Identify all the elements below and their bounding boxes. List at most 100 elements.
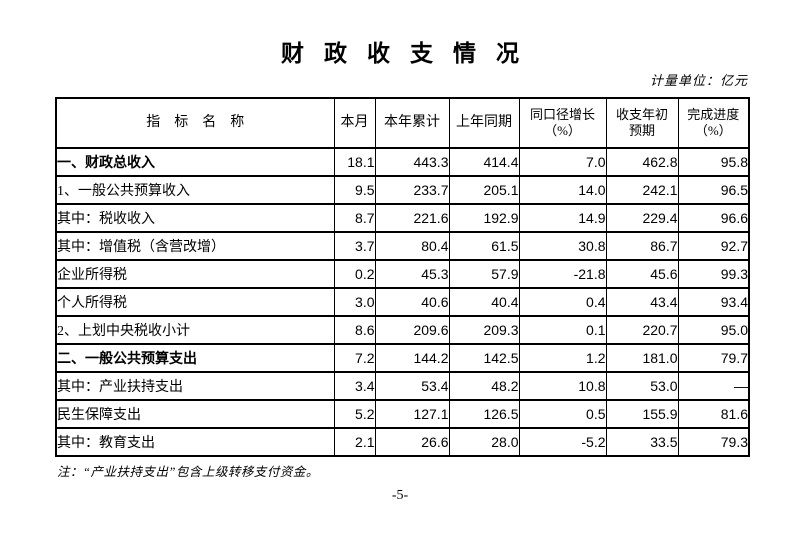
cell-value: 95.8: [677, 147, 750, 177]
cell-value: 96.6: [677, 203, 750, 233]
cell-value: 53.4: [374, 371, 450, 401]
footnote: 注：“产业扶持支出”包含上级转移支付资金。: [57, 465, 319, 479]
cell-value: 8.7: [333, 203, 376, 233]
cell-value: 2.1: [333, 427, 376, 457]
cell-value: 3.0: [333, 287, 376, 317]
row-label: 二、一般公共预算支出: [55, 343, 335, 373]
cell-value: 1.2: [518, 343, 607, 373]
cell-value: 79.7: [677, 343, 750, 373]
cell-value: 86.7: [605, 231, 679, 261]
cell-value: 14.9: [518, 203, 607, 233]
cell-value: 48.2: [448, 371, 520, 401]
cell-value: 40.4: [448, 287, 520, 317]
row-label: 其中：教育支出: [55, 427, 335, 457]
fiscal-table: 指 标 名 称 本月 本年累计 上年同期 同口径增长 （%） 收支年初 预期 完…: [55, 97, 750, 457]
cell-value: 209.6: [374, 315, 450, 345]
cell-value: 53.0: [605, 371, 679, 401]
cell-value: 3.7: [333, 231, 376, 261]
col-header-indicator-name: 指 标 名 称: [55, 97, 335, 149]
cell-value: 0.2: [333, 259, 376, 289]
table-row: 民生保障支出 5.2 127.1 126.5 0.5 155.9 81.6: [55, 399, 750, 429]
cell-value: 5.2: [333, 399, 376, 429]
cell-value: 96.5: [677, 175, 750, 205]
cell-value: 220.7: [605, 315, 679, 345]
cell-value: 209.3: [448, 315, 520, 345]
col-header-same-period-last-year: 上年同期: [448, 97, 520, 149]
cell-value: 233.7: [374, 175, 450, 205]
cell-value: 80.4: [374, 231, 450, 261]
col-header-completion-progress: 完成进度 （%）: [677, 97, 750, 149]
cell-value: 45.6: [605, 259, 679, 289]
cell-value: 7.0: [518, 147, 607, 177]
table-row: 其中：增值税（含营改增） 3.7 80.4 61.5 30.8 86.7 92.7: [55, 231, 750, 261]
cell-value: 45.3: [374, 259, 450, 289]
page-title: 财政收支情况: [281, 41, 539, 66]
cell-value: 26.6: [374, 427, 450, 457]
cell-value: 43.4: [605, 287, 679, 317]
table-row: 其中：产业扶持支出 3.4 53.4 48.2 10.8 53.0—: [55, 371, 750, 401]
cell-value: 9.5: [333, 175, 376, 205]
row-label: 2、上划中央税收小计: [55, 315, 335, 345]
cell-value: 40.6: [374, 287, 450, 317]
table-row: 企业所得税 0.2 45.3 57.9 -21.8 45.6 99.3: [55, 259, 750, 289]
cell-value: 81.6: [677, 399, 750, 429]
cell-value: —: [677, 371, 750, 401]
cell-value: 14.0: [518, 175, 607, 205]
row-label: 民生保障支出: [55, 399, 335, 429]
table-row: 2、上划中央税收小计 8.6 209.6 209.3 0.1 220.7 95.0: [55, 315, 750, 345]
col-header-year-to-date: 本年累计: [374, 97, 450, 149]
cell-value: 8.6: [333, 315, 376, 345]
cell-value: 229.4: [605, 203, 679, 233]
cell-value: 61.5: [448, 231, 520, 261]
table-row: 其中：税收收入 8.7 221.6 192.9 14.9 229.4 96.6: [55, 203, 750, 233]
cell-value: 30.8: [518, 231, 607, 261]
row-label: 其中：税收收入: [55, 203, 335, 233]
cell-value: -21.8: [518, 259, 607, 289]
col-header-this-month: 本月: [333, 97, 376, 149]
cell-value: 144.2: [374, 343, 450, 373]
cell-value: 95.0: [677, 315, 750, 345]
page-number: -5-: [391, 488, 409, 503]
cell-value: 414.4: [448, 147, 520, 177]
cell-value: 0.5: [518, 399, 607, 429]
cell-value: 7.2: [333, 343, 376, 373]
cell-value: 10.8: [518, 371, 607, 401]
header-row: 指 标 名 称 本月 本年累计 上年同期 同口径增长 （%） 收支年初 预期 完…: [55, 97, 750, 149]
cell-value: 99.3: [677, 259, 750, 289]
cell-value: 93.4: [677, 287, 750, 317]
table-row: 二、一般公共预算支出 7.2 144.2 142.5 1.2 181.0 79.7: [55, 343, 750, 373]
table-row: 一、财政总收入 18.1 443.3 414.4 7.0 462.8 95.8: [55, 147, 750, 177]
cell-value: 28.0: [448, 427, 520, 457]
cell-value: 57.9: [448, 259, 520, 289]
table-row: 1、一般公共预算收入 9.5 233.7 205.1 14.0 242.1 96.5: [55, 175, 750, 205]
table-row: 其中：教育支出 2.1 26.6 28.0 -5.2 33.5 79.3: [55, 427, 750, 457]
table-body: 一、财政总收入 18.1 443.3 414.4 7.0 462.8 95.8 1、一般公共预…: [55, 147, 750, 457]
cell-value: -5.2: [518, 427, 607, 457]
cell-value: 92.7: [677, 231, 750, 261]
cell-value: 79.3: [677, 427, 750, 457]
cell-value: 443.3: [374, 147, 450, 177]
cell-value: 127.1: [374, 399, 450, 429]
cell-value: 205.1: [448, 175, 520, 205]
cell-value: 192.9: [448, 203, 520, 233]
cell-value: 221.6: [374, 203, 450, 233]
unit-label: 计量单位：亿元: [649, 73, 748, 88]
cell-value: 181.0: [605, 343, 679, 373]
cell-value: 462.8: [605, 147, 679, 177]
row-label: 其中：产业扶持支出: [55, 371, 335, 401]
table-row: 个人所得税 3.0 40.6 40.4 0.4 43.4 93.4: [55, 287, 750, 317]
cell-value: 3.4: [333, 371, 376, 401]
cell-value: 142.5: [448, 343, 520, 373]
col-header-comparable-growth: 同口径增长 （%）: [518, 97, 607, 149]
cell-value: 0.4: [518, 287, 607, 317]
cell-value: 33.5: [605, 427, 679, 457]
cell-value: 242.1: [605, 175, 679, 205]
cell-value: 18.1: [333, 147, 376, 177]
col-header-annual-expectation: 收支年初 预期: [605, 97, 679, 149]
row-label: 个人所得税: [55, 287, 335, 317]
cell-value: 155.9: [605, 399, 679, 429]
row-label: 其中：增值税（含营改增）: [55, 231, 335, 261]
cell-value: 0.1: [518, 315, 607, 345]
cell-value: 126.5: [448, 399, 520, 429]
